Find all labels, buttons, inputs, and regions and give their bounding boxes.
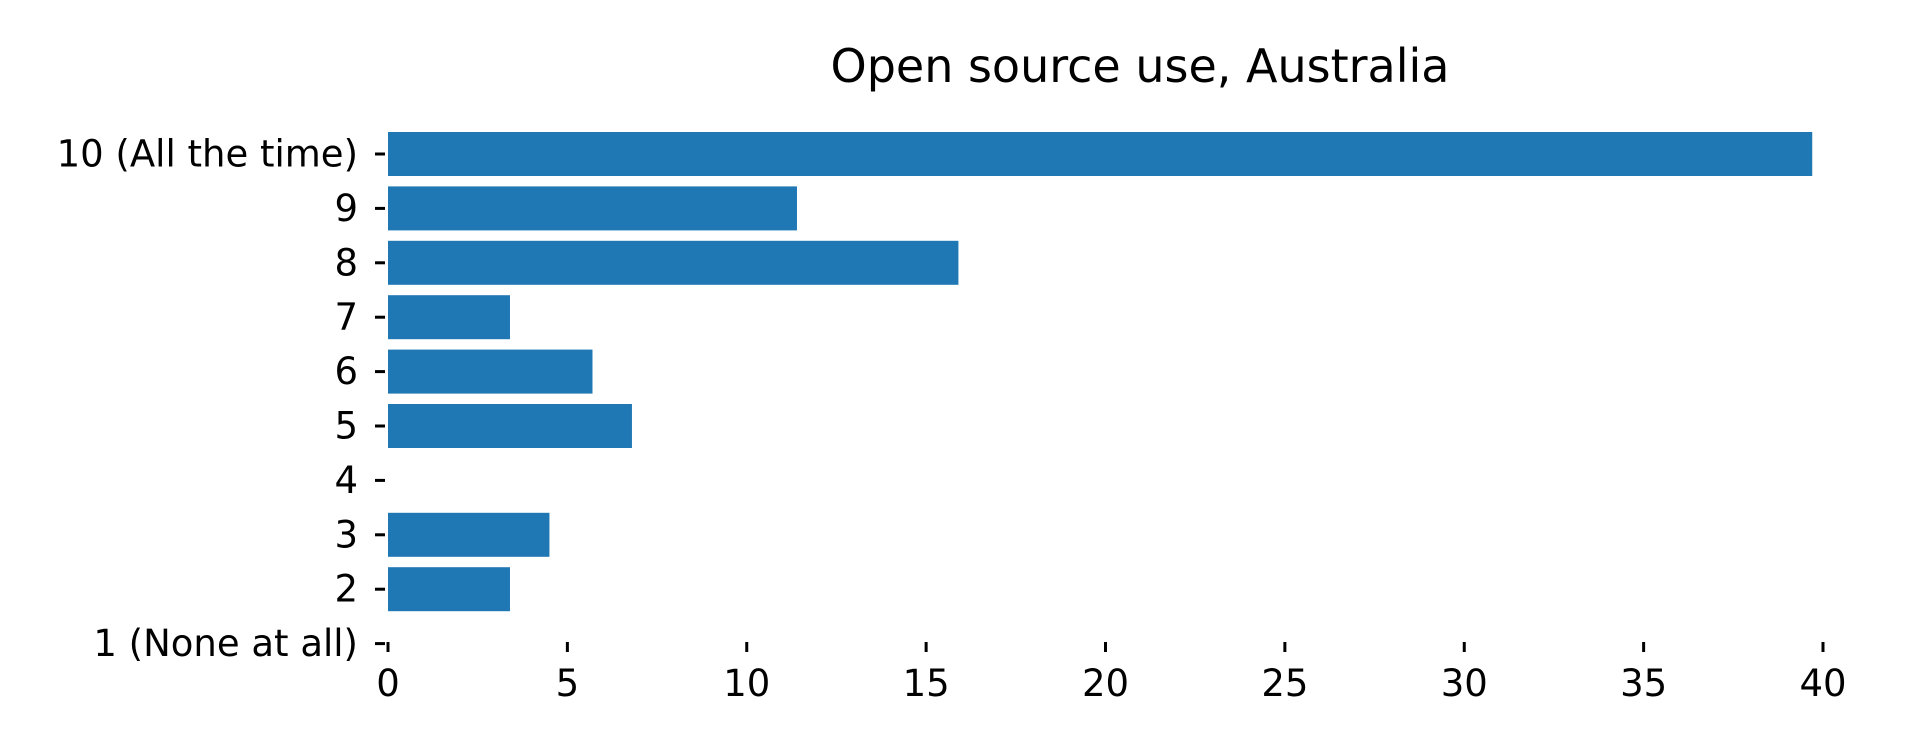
bar-8 <box>388 240 959 285</box>
bar-6 <box>388 349 593 394</box>
x-tick-label-10: 10 <box>723 662 770 705</box>
y-tick-label-6: 6 <box>334 350 358 393</box>
bar-5 <box>388 404 632 448</box>
bar-3 <box>388 512 550 557</box>
y-tick-label-5: 5 <box>334 405 358 448</box>
x-tick-label-30: 30 <box>1441 662 1488 705</box>
chart-title: Open source use, Australia <box>830 39 1449 93</box>
y-tick-label-7: 7 <box>334 296 358 339</box>
y-tick-label-10-all-the-time: 10 (All the time) <box>57 133 358 176</box>
y-axis: 10 (All the time) 9 8 7 6 5 4 3 2 1 (None at all) <box>57 133 385 665</box>
x-tick-label-35: 35 <box>1620 662 1667 705</box>
x-tick-label-25: 25 <box>1261 662 1308 705</box>
bar-2 <box>388 567 510 612</box>
y-tick-label-8: 8 <box>334 241 358 284</box>
x-tick-label-5: 5 <box>556 662 580 705</box>
y-tick-label-4: 4 <box>334 459 358 502</box>
bars-group <box>388 132 1813 612</box>
y-tick-label-1-none-at-all: 1 (None at all) <box>93 622 358 665</box>
y-tick-label-3: 3 <box>334 513 358 556</box>
x-axis: 0 5 10 15 20 25 30 35 40 <box>376 642 1847 705</box>
y-tick-label-9: 9 <box>334 187 358 230</box>
x-tick-label-20: 20 <box>1082 662 1129 705</box>
bar-7 <box>388 295 510 340</box>
x-tick-label-40: 40 <box>1799 662 1846 705</box>
x-tick-label-0: 0 <box>376 662 400 705</box>
bar-10-all-the-time <box>388 132 1813 176</box>
y-tick-label-2: 2 <box>334 568 358 611</box>
bar-9 <box>388 186 797 231</box>
x-tick-label-15: 15 <box>903 662 950 705</box>
